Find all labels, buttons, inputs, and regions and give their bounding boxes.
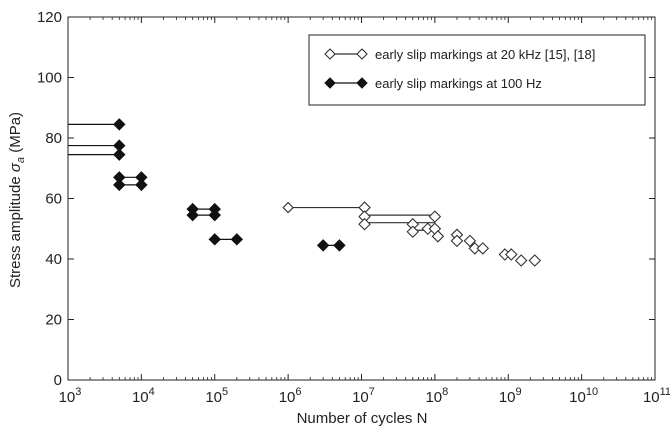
x-tick-label: 1011: [643, 386, 670, 406]
y-tick-label: 100: [37, 70, 62, 87]
y-tick-label: 80: [45, 130, 62, 147]
series-1-point: [231, 234, 242, 245]
x-axis-title: Number of cycles N: [297, 410, 428, 427]
legend: early slip markings at 20 kHz [15], [18]…: [309, 35, 645, 105]
x-tick-label: 103: [59, 386, 82, 406]
series-0-point: [529, 255, 540, 266]
y-axis-title: Stress amplitude σa (MPa): [7, 112, 27, 288]
series-1-point: [334, 240, 345, 251]
series-1-point: [114, 119, 125, 130]
series-0-point: [407, 226, 418, 237]
y-tick-label: 0: [54, 372, 62, 389]
x-tick-label: 107: [352, 386, 375, 406]
x-tick-label: 109: [499, 386, 522, 406]
y-tick-label: 120: [37, 9, 62, 26]
series-1-point: [209, 234, 220, 245]
y-axis-title-main: Stress amplitude: [7, 172, 24, 288]
x-tick-label: 108: [425, 386, 448, 406]
series-0-point: [516, 255, 527, 266]
data-points: [114, 119, 541, 266]
legend-label: early slip markings at 100 Hz: [375, 76, 542, 91]
series-0-point: [477, 243, 488, 254]
series-1-point: [318, 240, 329, 251]
series-1-point: [136, 179, 147, 190]
series-0-point: [506, 249, 517, 260]
legend-label: early slip markings at 20 kHz [15], [18]: [375, 47, 595, 62]
x-tick-label: 1010: [569, 386, 598, 406]
series-0-endpoint: [283, 203, 293, 213]
x-tick-label: 104: [132, 386, 155, 406]
x-tick-label: 106: [279, 386, 302, 406]
series-0-point: [359, 219, 370, 230]
y-tick-label: 60: [45, 191, 62, 208]
series-0-point: [429, 211, 440, 222]
x-tick-label: 105: [205, 386, 228, 406]
y-tick-label: 20: [45, 312, 62, 329]
series-1-point: [114, 179, 125, 190]
y-axis-title-unit: (MPa): [7, 112, 24, 157]
legend-box: [309, 35, 645, 105]
y-tick-label: 40: [45, 251, 62, 268]
series-1-point: [114, 149, 125, 160]
